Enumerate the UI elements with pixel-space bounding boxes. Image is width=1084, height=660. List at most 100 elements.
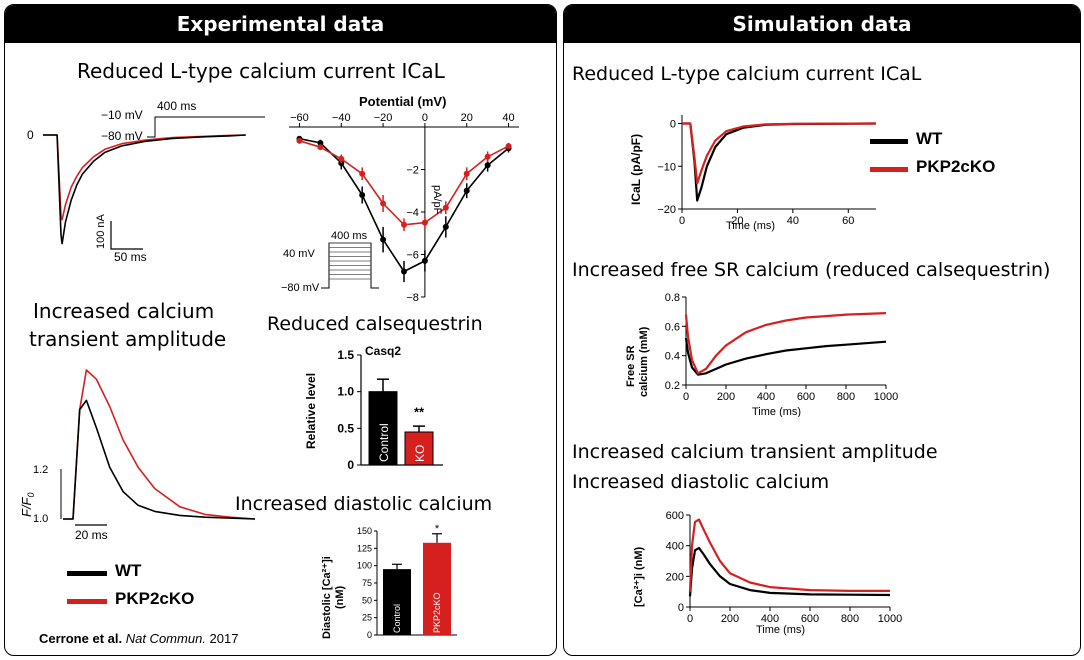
trace-protocol-v1: −10 mV — [101, 108, 143, 122]
casq-ytick-label: 1.0 — [337, 385, 354, 399]
sim-sr-xlabel: Time (ms) — [752, 406, 801, 417]
diast-ylabel-2: (nM) — [334, 585, 346, 609]
iv-point-pkp2cko — [317, 144, 324, 151]
citation-journal: Nat Commun. — [125, 631, 206, 646]
sim-xtick-label: 0 — [683, 391, 689, 403]
diast-bar-label: PKP2cKO — [432, 592, 442, 633]
simulation-header: Simulation data — [564, 5, 1080, 43]
sim-ytick-label: 0.6 — [665, 321, 680, 333]
sim-legend-wt: WT — [916, 129, 943, 148]
iv-point-wt — [359, 192, 366, 198]
sim-xtick-label: 800 — [841, 613, 859, 625]
iv-line-wt — [299, 137, 510, 273]
casq-bar-label: Control — [377, 423, 391, 462]
iv-xlabel: Potential (mV) — [359, 94, 446, 109]
iv-xtick-label: 20 — [461, 112, 473, 124]
iv-ytick-label: −6 — [406, 250, 419, 262]
citation: Cerrone et al. Nat Commun. 2017 — [39, 631, 238, 646]
transient-ytick-lo: 1.0 — [33, 513, 48, 525]
transient-line-pkp2cko — [63, 369, 256, 520]
sim-xtick-label: 1000 — [878, 613, 902, 625]
iv-point-pkp2cko — [484, 153, 491, 160]
iv-point-wt — [380, 236, 387, 243]
iv-point-pkp2cko — [442, 204, 449, 211]
iv-xtick-label: −20 — [374, 112, 393, 124]
exp-ical-iv-chart: Potential (mV) −60 −40 −20 0 20 40 −2 −4 −6 −8 pA… — [281, 94, 519, 303]
sim_ca-line-pkp2cko — [688, 518, 890, 592]
iv-ytick-label: −8 — [406, 292, 419, 303]
iv-point-wt — [421, 257, 428, 264]
trace-line-wt — [43, 134, 246, 245]
sim-xtick-label: 600 — [801, 613, 819, 625]
sim-xtick-label: 40 — [787, 215, 799, 227]
sim-legend-ko: PKP2cKO — [916, 157, 996, 176]
sim-sr-ylabel-1: Free SR — [625, 345, 637, 387]
sim-xtick-label: 200 — [721, 613, 739, 625]
sim-ytick-label: 0 — [670, 119, 676, 131]
iv-point-wt — [317, 139, 324, 146]
exp-legend-wt-line — [67, 571, 107, 576]
sim_ical-line-wt — [682, 122, 877, 202]
sim-ytick-label: 0.2 — [665, 380, 680, 392]
sim-ca-xlabel: Time (ms) — [756, 624, 805, 636]
sim-ical-xlabel: Time (ms) — [726, 220, 775, 232]
sim-ytick-label: 0.8 — [665, 292, 680, 304]
trace-protocol-v2: −80 mV — [101, 129, 143, 143]
sim-ical-ylabel: ICaL (pA/pF) — [629, 134, 643, 205]
sim-xtick-label: 800 — [837, 391, 855, 403]
iv-ylabel: pA/pF — [431, 185, 443, 215]
casq-ytick-label: 1.5 — [337, 348, 354, 362]
casq-bar-ko — [404, 431, 434, 466]
sim_sr-line-pkp2cko — [684, 312, 887, 375]
sim_ca-line-wt — [688, 546, 891, 597]
casq-sig: ** — [414, 404, 425, 419]
exp-transient-title-1: Increased calcium — [33, 299, 215, 323]
casq-title: Casq2 — [365, 344, 401, 358]
exp-legend-ko: PKP2cKO — [115, 589, 195, 608]
iv-point-pkp2cko — [463, 170, 470, 177]
iv-point-pkp2cko — [421, 219, 428, 226]
iv-xtick-label: 40 — [502, 112, 514, 124]
transient-ylabel: F/F0 — [19, 492, 36, 517]
exp-legend-ko-line — [67, 599, 107, 604]
sim-sr-chart: Free SR calcium (mM) Time (ms) 0 200 400 60… — [625, 292, 898, 417]
diast-ytick-label: 0 — [367, 630, 372, 640]
sim-xtick-label: 400 — [757, 391, 775, 403]
casq-ytick-label: 0.5 — [337, 421, 354, 435]
iv-point-pkp2cko — [338, 155, 345, 162]
citation-year: 2017 — [209, 631, 239, 646]
sim-sr-ylabel-2: calcium (mM) — [638, 326, 650, 397]
exp-ical-title: Reduced L-type calcium current ICaL — [77, 59, 445, 83]
diast-bar-label: Control — [392, 604, 402, 633]
sim-xtick-label: 1000 — [874, 391, 898, 403]
casq-ytick-label: 0 — [347, 458, 354, 471]
exp-transient-chart: F/F0 1.2 1.0 20 ms — [19, 369, 256, 542]
citation-authors: Cerrone et al. — [39, 631, 123, 646]
iv-point-wt — [442, 223, 449, 230]
iv-proto-v2: −80 mV — [281, 282, 320, 294]
diast-sig: * — [435, 523, 440, 535]
casq-bar-label: KO — [413, 445, 427, 462]
sim-xtick-label: 60 — [842, 215, 854, 227]
diast-ytick-label: 75 — [362, 578, 372, 588]
iv-xtick-label: 0 — [422, 112, 428, 124]
sim-sr-title: Increased free SR calcium (reduced calse… — [572, 259, 1051, 281]
transient-line-wt — [63, 399, 256, 520]
exp-diast-title: Increased diastolic calcium — [235, 493, 493, 515]
diast-ytick-label: 100 — [357, 561, 372, 571]
trace-scale-y: 100 nA — [95, 213, 107, 249]
sim-ical-title: Reduced L-type calcium current ICaL — [572, 63, 922, 85]
iv-point-pkp2cko — [505, 143, 512, 150]
exp-diast-chart: Diastolic [Ca²⁺]i (nM) 0 25 50 75 100 125 150 C… — [321, 523, 457, 640]
exp-transient-title-2: transient amplitude — [29, 327, 227, 351]
iv-proto-v1: 40 mV — [283, 248, 315, 260]
iv-point-pkp2cko — [359, 170, 366, 177]
sim-ical-chart: ICaL (pA/pF) Time (ms) 0 20 40 60 0 −10 −20 — [629, 115, 877, 232]
diast-bar-pkp2cko — [423, 542, 451, 635]
trace-zero-label: 0 — [27, 128, 34, 142]
sim-xtick-label: 0 — [679, 215, 685, 227]
transient-ytick-hi: 1.2 — [33, 464, 48, 476]
diast-ytick-label: 125 — [357, 543, 372, 553]
sim-xtick-label: 0 — [687, 613, 693, 625]
iv-xtick-label: −60 — [290, 112, 309, 124]
